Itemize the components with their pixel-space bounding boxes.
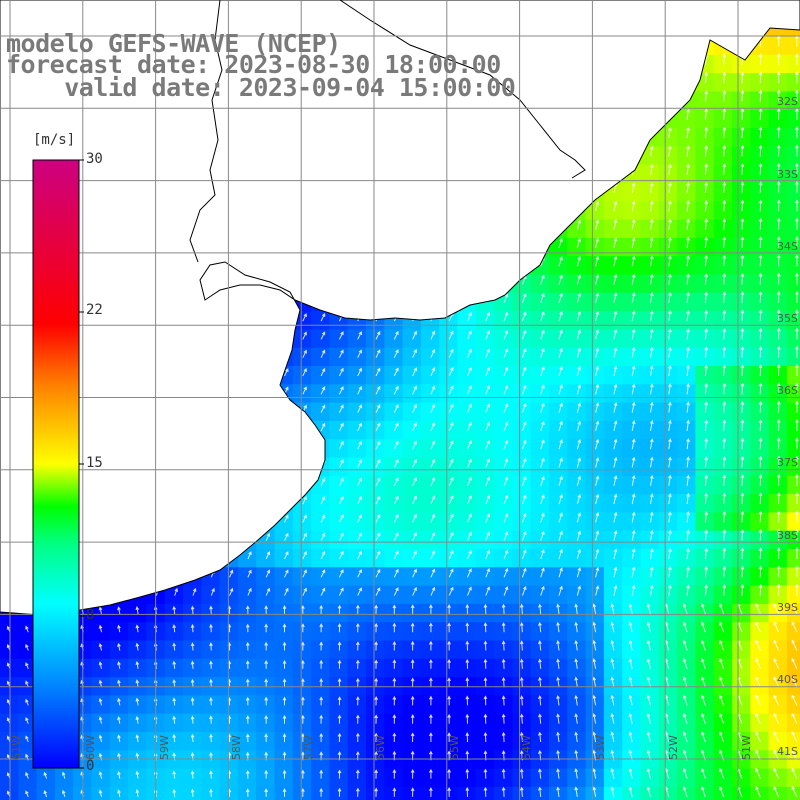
- lon-label: 61W: [10, 735, 23, 760]
- lat-label: 40S: [777, 673, 798, 686]
- lon-label: 52W: [667, 735, 680, 760]
- lat-label: 41S: [777, 745, 798, 758]
- colorbar-units: [m/s]: [33, 132, 76, 148]
- colorbar-tick-22: 22: [86, 302, 103, 318]
- lon-label: 59W: [158, 735, 171, 760]
- lon-label: 56W: [374, 735, 387, 760]
- lat-label: 34S: [777, 240, 798, 253]
- lat-label: 35S: [777, 312, 798, 325]
- colorbar-tick-30: 30: [86, 151, 103, 167]
- lon-label: 55W: [448, 735, 461, 760]
- lat-label: 36S: [777, 384, 798, 397]
- lat-label: 33S: [777, 168, 798, 181]
- land-mass: [0, 0, 800, 616]
- colorbar-tick-8: 8: [86, 607, 95, 623]
- lat-label: 39S: [777, 601, 798, 614]
- valid-date: valid date: 2023-09-04 15:00:00: [6, 73, 516, 102]
- lon-label: 57W: [302, 735, 315, 760]
- lon-label: 54W: [520, 735, 533, 760]
- lat-label: 38S: [777, 529, 798, 542]
- lat-label: 32S: [777, 95, 798, 108]
- colorbar-tick-15: 15: [86, 455, 103, 471]
- lon-label: 60W: [84, 735, 97, 760]
- colorbar: [32, 159, 80, 769]
- river-line: [189, 0, 223, 263]
- model-title: modelo GEFS-WAVE (NCEP): [6, 29, 341, 58]
- lat-label: 37S: [777, 456, 798, 469]
- lon-label: 58W: [230, 735, 243, 760]
- lon-label: 53W: [594, 735, 607, 760]
- forecast-date: forecast date: 2023-08-30 18:00:00: [6, 50, 501, 79]
- colorbar-tick-0: 0: [86, 758, 95, 774]
- lon-label: 51W: [740, 735, 753, 760]
